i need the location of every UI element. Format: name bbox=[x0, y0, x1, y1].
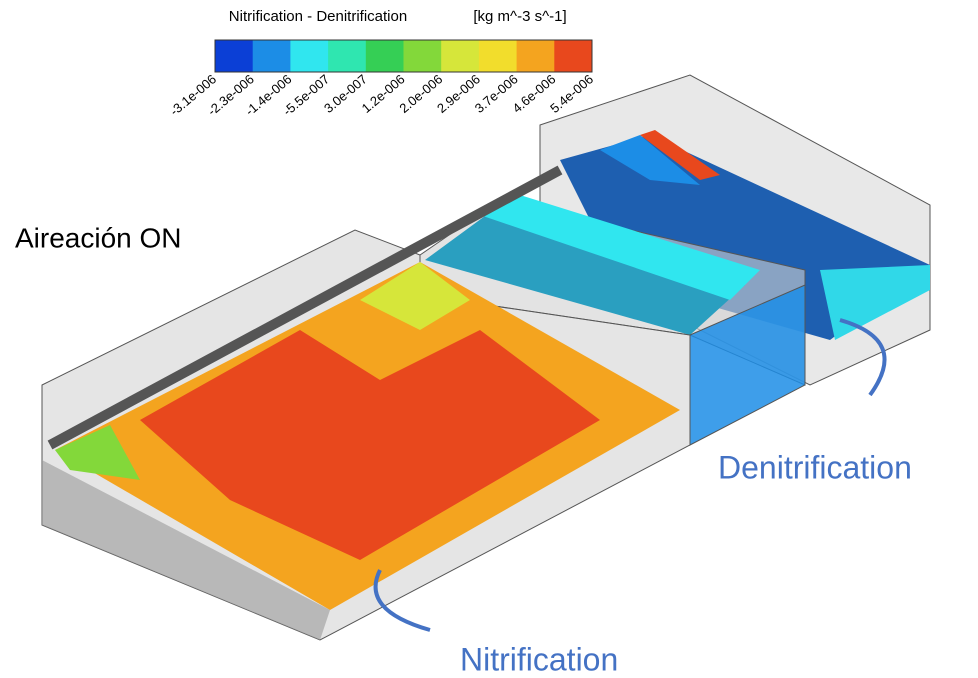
colorbar-segment bbox=[290, 40, 328, 72]
figure: Nitrification - Denitrification [kg m^-3… bbox=[0, 0, 978, 678]
colorbar-segment bbox=[215, 40, 253, 72]
aeration-label: Aireación ON bbox=[15, 222, 182, 253]
nitrification-label: Nitrification bbox=[460, 641, 618, 677]
colorbar-segment bbox=[554, 40, 592, 72]
colorbar-segment bbox=[517, 40, 555, 72]
colorbar-segment bbox=[328, 40, 366, 72]
colorbar-segment bbox=[253, 40, 291, 72]
colorbar-segment bbox=[441, 40, 479, 72]
colorbar-segment bbox=[404, 40, 442, 72]
colorbar-title: Nitrification - Denitrification bbox=[229, 8, 407, 25]
colorbar: -3.1e-006-2.3e-006-1.4e-006-5.5e-0073.0e… bbox=[167, 40, 596, 119]
colorbar-segment bbox=[366, 40, 404, 72]
colorbar-units: [kg m^-3 s^-1] bbox=[473, 8, 566, 25]
denitrification-label: Denitrification bbox=[718, 449, 912, 485]
colorbar-segment bbox=[479, 40, 517, 72]
